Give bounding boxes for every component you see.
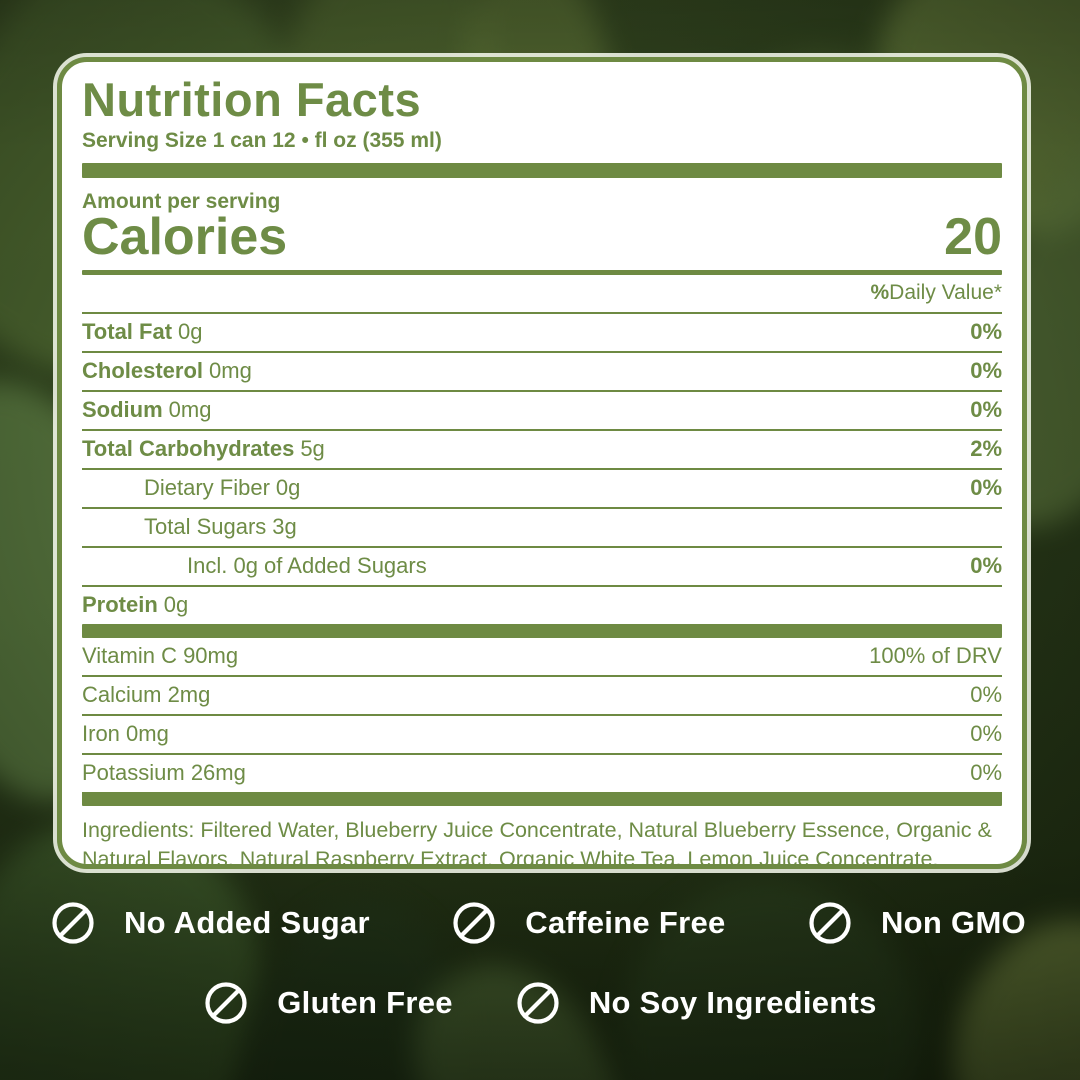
vitamin-name: Potassium 26mg (82, 760, 246, 786)
ingredients-text: Ingredients: Filtered Water, Blueberry J… (82, 818, 992, 869)
nutrient-row-sodium: Sodium 0mg 0% (82, 392, 1002, 432)
badge-label: Non GMO (880, 905, 1026, 940)
badge-no-added-sugar: No Added Sugar (50, 900, 370, 946)
nutrient-amount: 0g (163, 592, 189, 618)
badge-label: No Soy Ingredients (588, 985, 877, 1020)
nutrient-dv: 2% (970, 436, 1002, 462)
thick-divider (82, 792, 1002, 807)
amount-per-serving-label: Amount per serving (82, 189, 281, 213)
nutrient-dv: 0% (970, 358, 1002, 384)
badge-no-soy-ingredients: No Soy Ingredients (515, 980, 877, 1026)
nutrition-facts-title: Nutrition Facts (82, 73, 422, 126)
nutrient-name: Total Fat (82, 319, 173, 345)
calories-label: Calories (82, 207, 288, 266)
badge-label: Gluten Free (277, 985, 453, 1020)
nutrient-row-protein: Protein 0g (82, 587, 1002, 624)
no-sign-icon (205, 982, 247, 1024)
nutrient-row-total-carbohydrates: Total Carbohydrates 5g 2% (82, 431, 1002, 471)
nutrient-amount: 0g (275, 475, 301, 501)
percent-sign: % (870, 281, 890, 305)
nutrient-name: Total Sugars (144, 514, 267, 540)
vitamin-row-vitamin-c: Vitamin C 90mg 100% of DRV (82, 638, 1002, 678)
nutrient-row-total-fat: Total Fat 0g 0% (82, 314, 1002, 354)
nutrient-dv: 0% (970, 319, 1002, 345)
vitamin-dv: 0% (970, 760, 1002, 786)
vitamin-dv: 0% (970, 682, 1002, 708)
nutrient-name: Dietary Fiber (144, 475, 270, 501)
calories-row: Calories 20 (82, 210, 1002, 265)
badge-non-gmo: Non GMO (807, 900, 1026, 946)
nutrient-name: Sodium (82, 397, 163, 423)
serving-size-text: Serving Size 1 can 12 • fl oz (355 ml) (82, 128, 442, 152)
vitamin-name: Iron 0mg (82, 721, 169, 747)
vitamin-name: Calcium 2mg (82, 682, 211, 708)
no-sign-icon (453, 902, 495, 944)
badge-row-1: No Added Sugar Caffeine Free Non GMO (50, 900, 1026, 946)
nutrient-dv: 0% (970, 397, 1002, 423)
nutrition-facts-panel: Nutrition Facts Serving Size 1 can 12 • … (53, 53, 1031, 873)
nutrient-row-total-sugars: Total Sugars 3g (82, 509, 1002, 549)
vitamin-row-calcium: Calcium 2mg 0% (82, 677, 1002, 717)
calories-value: 20 (944, 207, 1002, 266)
nutrient-amount: 5g (300, 436, 325, 462)
vitamin-dv: 100% of DRV (869, 643, 1002, 669)
daily-value-header: % Daily Value* (82, 275, 1002, 315)
nutrient-row-cholesterol: Cholesterol 0mg 0% (82, 353, 1002, 393)
nutrient-row-added-sugars: Incl. 0g of Added Sugars 0% (82, 548, 1002, 588)
nutrient-name: Total Carbohydrates (82, 436, 295, 462)
badge-caffeine-free: Caffeine Free (451, 900, 725, 946)
nutrient-name: Incl. 0g of Added Sugars (187, 553, 427, 579)
nutrient-amount: 3g (272, 514, 297, 540)
nutrient-dv: 0% (970, 475, 1002, 501)
nutrient-name: Cholesterol (82, 358, 204, 384)
badge-row-2: Gluten Free No Soy Ingredients (0, 980, 1080, 1026)
nutrient-amount: 0mg (168, 397, 212, 423)
no-sign-icon (52, 902, 94, 944)
nutrient-amount: 0g (178, 319, 203, 345)
vitamin-row-potassium: Potassium 26mg 0% (82, 755, 1002, 795)
thick-divider (82, 162, 1002, 178)
badge-label: Caffeine Free (525, 905, 726, 940)
nutrient-name: Protein (82, 592, 158, 618)
medium-divider (82, 270, 1002, 276)
daily-value-text: Daily Value* (889, 281, 1002, 305)
vitamin-name: Vitamin C 90mg (82, 643, 239, 669)
nutrient-amount: 0mg (209, 358, 252, 384)
badge-gluten-free: Gluten Free (203, 980, 453, 1026)
vitamin-row-iron: Iron 0mg 0% (82, 716, 1002, 756)
badge-label: No Added Sugar (124, 905, 370, 940)
nutrient-dv: 0% (970, 553, 1002, 579)
nutrient-row-dietary-fiber: Dietary Fiber 0g 0% (82, 470, 1002, 510)
no-sign-icon (517, 982, 559, 1024)
thick-divider (82, 624, 1002, 639)
vitamin-dv: 0% (970, 721, 1002, 747)
no-sign-icon (809, 902, 851, 944)
